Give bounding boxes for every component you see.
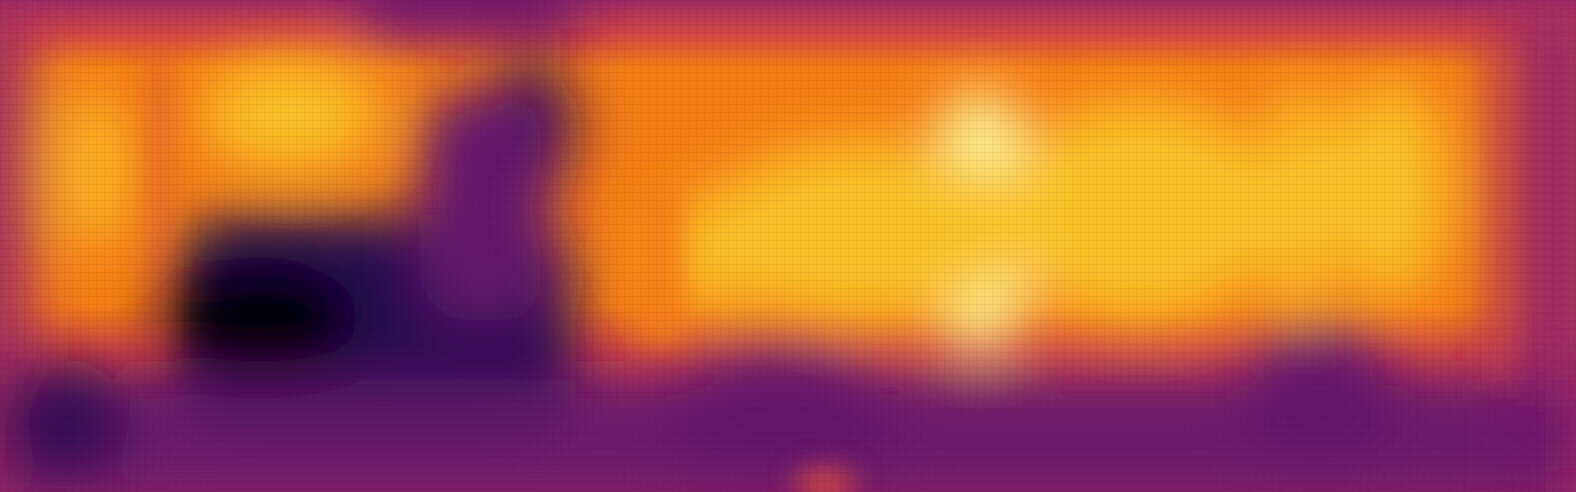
depth-heatmap [0, 0, 1576, 492]
scan-texture-v [0, 0, 1576, 492]
heatmap-canvas [0, 0, 1576, 492]
